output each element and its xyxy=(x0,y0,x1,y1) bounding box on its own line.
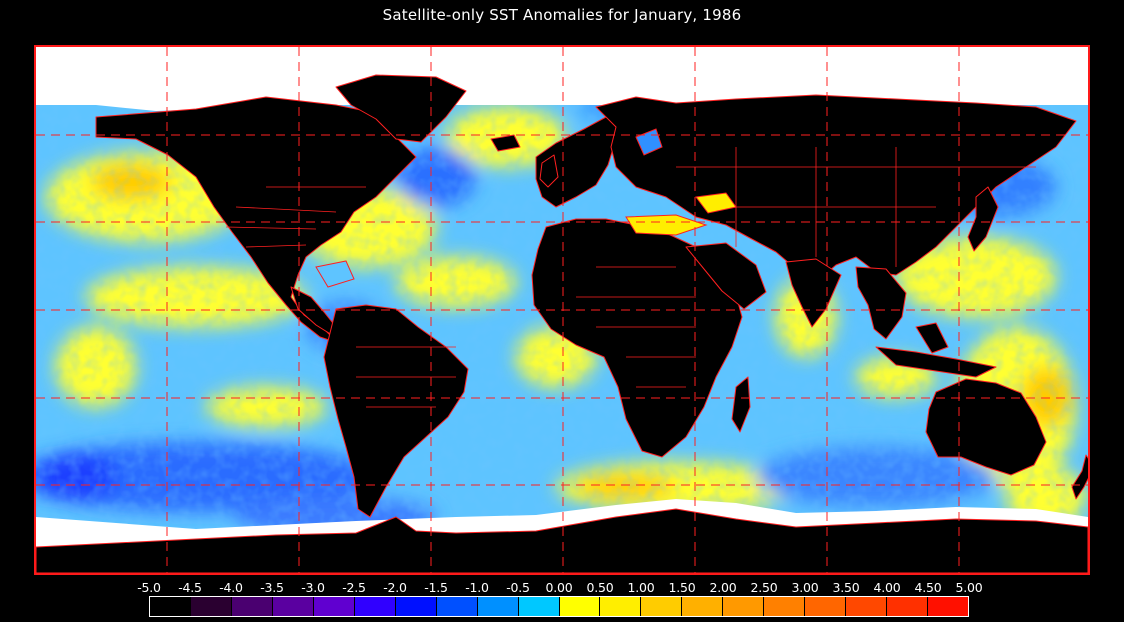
land-masses xyxy=(36,74,1088,573)
colorbar-swatch xyxy=(723,597,765,616)
colorbar-tick-label: 0.00 xyxy=(545,580,573,595)
map-frame xyxy=(34,45,1090,575)
colorbar-tick-label: -3.5 xyxy=(260,580,284,595)
colorbar-swatch xyxy=(231,597,273,616)
colorbar-tick-label: -1.5 xyxy=(424,580,448,595)
colorbar-tick-label: -0.5 xyxy=(506,580,530,595)
colorbar-tick-label: 5.00 xyxy=(955,580,983,595)
colorbar-tick-label: 4.50 xyxy=(914,580,942,595)
colorbar-swatch xyxy=(477,597,519,616)
inland-seas xyxy=(315,128,737,288)
colorbar-swatch xyxy=(764,597,806,616)
colorbar-swatch xyxy=(436,597,478,616)
colorbar-swatch xyxy=(559,597,601,616)
colorbar-tick-label: -5.0 xyxy=(137,580,161,595)
colorbar-tick-label: -1.0 xyxy=(465,580,489,595)
colorbar-swatch xyxy=(150,597,191,616)
colorbar-swatch xyxy=(600,597,642,616)
lat-lon-grid xyxy=(36,47,1088,573)
colorbar-tick-label: 1.00 xyxy=(627,580,655,595)
colorbar-tick-label: 4.00 xyxy=(873,580,901,595)
colorbar-swatch xyxy=(395,597,437,616)
colorbar-swatch xyxy=(190,597,232,616)
colorbar-labels: -5.0 -4.5 -4.0 -3.5 -3.0 -2.5 -2.0 -1.5 -1.0 -0.5… xyxy=(0,580,1124,596)
world-map xyxy=(36,47,1088,573)
colorbar-tick-label: 1.50 xyxy=(668,580,696,595)
colorbar-swatch xyxy=(641,597,683,616)
colorbar-tick-label: 2.50 xyxy=(750,580,778,595)
colorbar-swatch xyxy=(354,597,396,616)
colorbar-tick-label: 0.50 xyxy=(586,580,614,595)
colorbar-tick-label: -2.0 xyxy=(383,580,407,595)
colorbar-tick-label: 2.00 xyxy=(709,580,737,595)
colorbar-swatch xyxy=(272,597,314,616)
colorbar-tick-label: 3.00 xyxy=(791,580,819,595)
colorbar-swatch xyxy=(928,597,969,616)
colorbar-swatch xyxy=(682,597,724,616)
colorbar-swatch xyxy=(805,597,847,616)
political-borders xyxy=(225,147,1036,408)
colorbar-swatch xyxy=(887,597,929,616)
colorbar-swatch xyxy=(313,597,355,616)
colorbar-tick-label: -2.5 xyxy=(342,580,366,595)
colorbar-tick-label: -3.0 xyxy=(301,580,325,595)
colorbar-tick-label: -4.5 xyxy=(178,580,202,595)
colorbar-tick-label: 3.50 xyxy=(832,580,860,595)
colorbar-swatch xyxy=(846,597,888,616)
colorbar xyxy=(149,596,969,617)
colorbar-tick-label: -4.0 xyxy=(219,580,243,595)
colorbar-swatch xyxy=(518,597,560,616)
map-title: Satellite-only SST Anomalies for January… xyxy=(382,6,742,24)
